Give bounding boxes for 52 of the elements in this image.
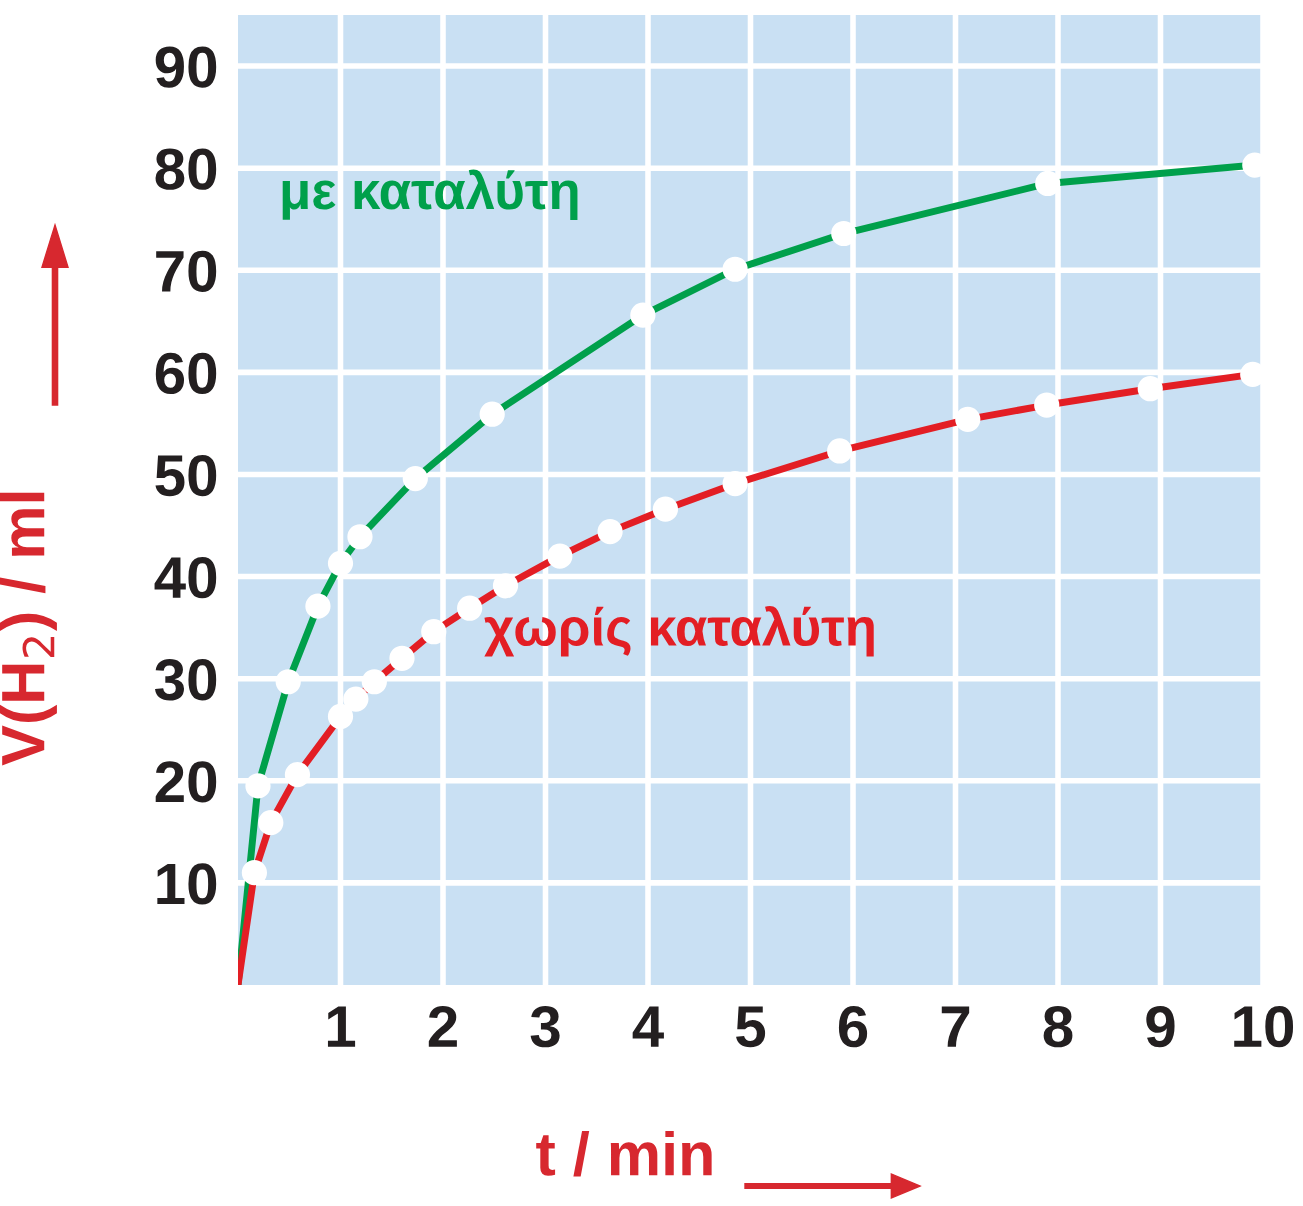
point bbox=[955, 406, 981, 432]
point bbox=[327, 550, 354, 576]
point bbox=[457, 595, 483, 621]
y-tick-label: 10 bbox=[157, 863, 217, 905]
point bbox=[1035, 170, 1061, 197]
point bbox=[361, 669, 387, 695]
point bbox=[402, 465, 428, 492]
y-tick-label: 80 bbox=[155, 148, 217, 190]
y-tick-label: 70 bbox=[156, 250, 217, 292]
y-tick-label: 20 bbox=[155, 761, 217, 803]
y-tick-label: 50 bbox=[155, 454, 217, 497]
point bbox=[421, 619, 447, 645]
point bbox=[597, 519, 623, 545]
x-tick-label: 9 bbox=[1146, 1005, 1175, 1048]
point bbox=[327, 703, 354, 730]
y-tick-label: 60 bbox=[155, 352, 217, 395]
text: με καταλύτη bbox=[282, 169, 578, 220]
series-label: χωρίς καταλύτη bbox=[484, 605, 874, 657]
point bbox=[347, 524, 373, 550]
y-tick-label: 40 bbox=[154, 556, 217, 599]
point bbox=[722, 256, 748, 282]
point bbox=[241, 860, 268, 886]
point bbox=[284, 762, 311, 788]
point bbox=[275, 669, 301, 695]
x-tick-label: 7 bbox=[941, 1006, 970, 1047]
point bbox=[1034, 392, 1060, 418]
y-tick-label: 90 bbox=[155, 46, 217, 88]
point bbox=[831, 220, 857, 247]
point bbox=[343, 686, 369, 712]
point bbox=[630, 302, 656, 328]
point bbox=[305, 593, 331, 619]
x-tick-label: 6 bbox=[838, 1005, 868, 1048]
point bbox=[547, 543, 573, 569]
x-tick-label: 1 bbox=[327, 1006, 356, 1047]
point bbox=[827, 438, 853, 464]
y-tick-label: 30 bbox=[155, 659, 217, 701]
point bbox=[389, 645, 415, 671]
y-axis-title: V(H$_{2}$) / ml bbox=[0, 492, 57, 766]
point bbox=[258, 810, 284, 836]
point bbox=[652, 496, 679, 522]
x-tick-label: 8 bbox=[1043, 1005, 1073, 1048]
x-tick-label: 2 bbox=[428, 1005, 457, 1047]
point bbox=[492, 573, 519, 599]
point bbox=[1137, 376, 1163, 402]
x-tick-label: 10 bbox=[1234, 1005, 1294, 1048]
x-tick-label: 3 bbox=[530, 1005, 560, 1048]
point bbox=[245, 773, 271, 799]
x-tick-label: 4 bbox=[632, 1006, 664, 1047]
point bbox=[479, 401, 505, 427]
point bbox=[722, 471, 748, 497]
x-axis-title: t / min bbox=[536, 1130, 712, 1177]
x-tick-label: 5 bbox=[736, 1006, 766, 1048]
